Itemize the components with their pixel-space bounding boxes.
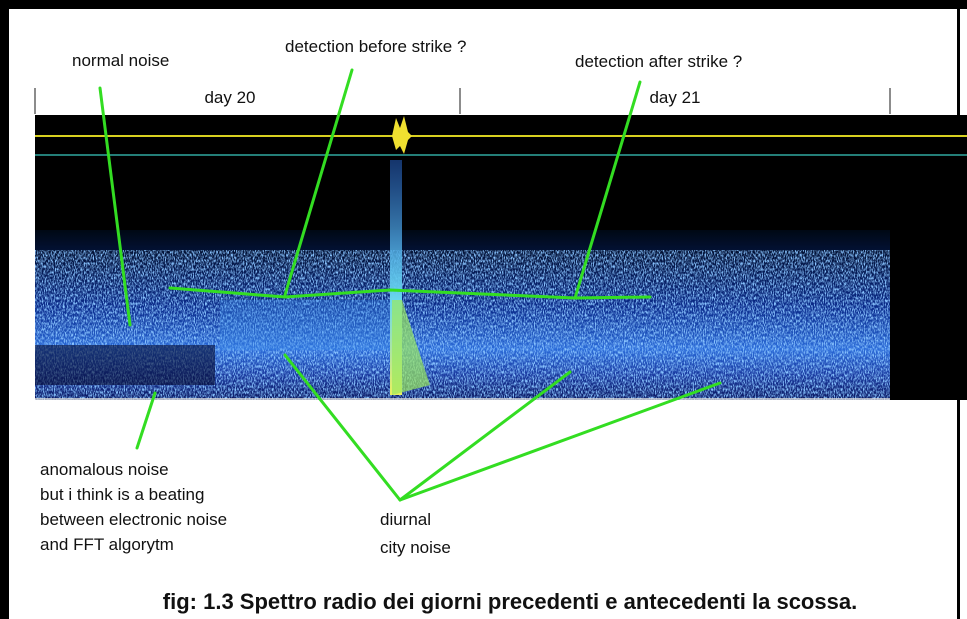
annotation: city noise — [380, 538, 451, 557]
annotation: detection before strike ? — [285, 37, 466, 56]
frame-left — [0, 0, 9, 619]
annotation: normal noise — [72, 51, 169, 70]
caption: fig: 1.3 Spettro radio dei giorni preced… — [163, 589, 857, 614]
annotation: but i think is a beating — [40, 485, 204, 504]
annotation: and FFT algorytm — [40, 535, 174, 554]
annotation: detection after strike ? — [575, 52, 742, 71]
frame-top — [0, 0, 967, 9]
annotation: diurnal — [380, 510, 431, 529]
day-label: day 21 — [649, 88, 700, 107]
day-label: day 20 — [204, 88, 255, 107]
annotation: between electronic noise — [40, 510, 227, 529]
annotation: anomalous noise — [40, 460, 169, 479]
spectrogram — [35, 115, 967, 400]
figure: day 20 day 21 normal noise detection bef… — [0, 0, 967, 619]
